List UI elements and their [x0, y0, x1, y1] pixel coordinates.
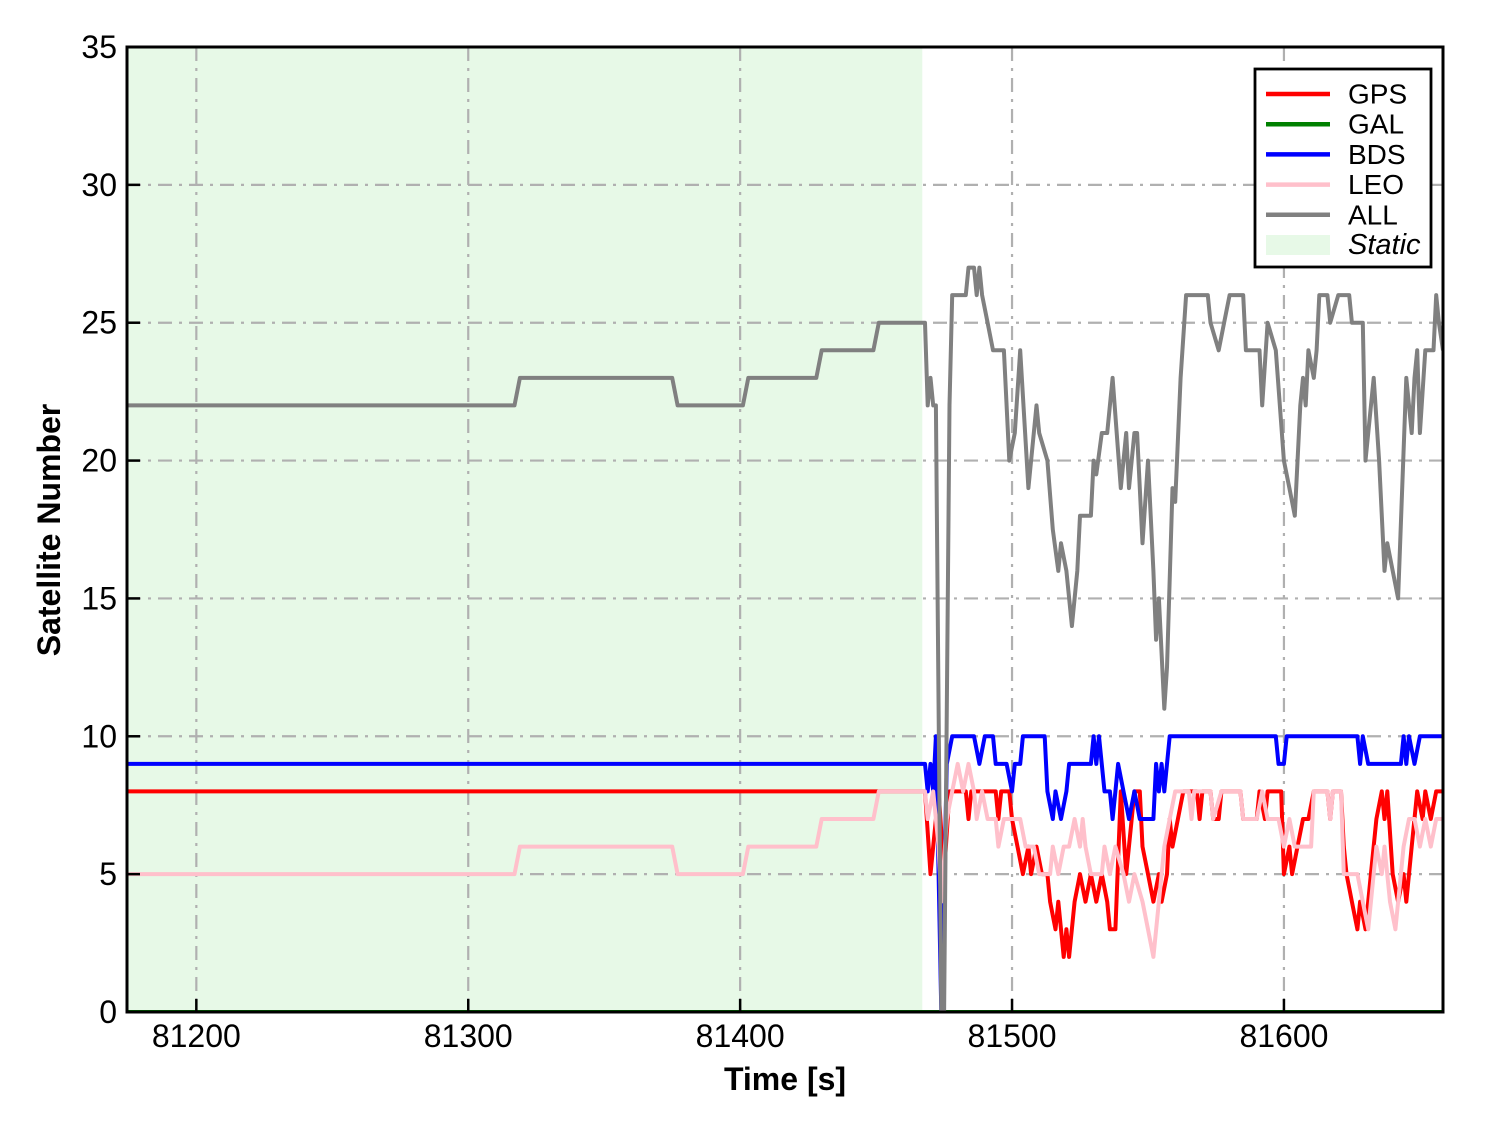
plot-frame: [125, 45, 1445, 1014]
legend-label-static: Static: [1348, 229, 1421, 261]
static-region-shading: [127, 47, 923, 1012]
legend-label-gps: GPS: [1348, 79, 1407, 110]
x-tick-label: 81400: [696, 1018, 785, 1054]
legend-label-leo: LEO: [1348, 169, 1404, 200]
y-tick-label: 5: [99, 856, 117, 892]
legend-box: [1253, 67, 1433, 269]
series-line-all: [127, 265, 1443, 1012]
legend-label-bds: BDS: [1348, 139, 1406, 170]
y-tick-label: 20: [81, 443, 117, 479]
series-line-gps: [127, 789, 1443, 959]
y-tick-label: 25: [81, 305, 117, 341]
legend-label-gal: GAL: [1348, 109, 1404, 140]
legend-label-all: ALL: [1348, 199, 1398, 230]
y-tick-label: 10: [81, 718, 117, 754]
y-tick-label: 30: [81, 167, 117, 203]
x-tick-label: 81300: [424, 1018, 513, 1054]
gridlines: [127, 47, 1443, 1012]
axis-ticks: [127, 45, 1286, 1014]
series-lines: [127, 265, 1443, 1012]
y-tick-label: 0: [99, 994, 117, 1030]
x-axis-title: Time [s]: [724, 1061, 846, 1097]
y-axis-title: Satellite Number: [31, 404, 67, 657]
y-tick-label: 35: [81, 29, 117, 65]
y-tick-label: 15: [81, 580, 117, 616]
x-tick-label: 81500: [968, 1018, 1057, 1054]
x-tick-label: 81600: [1239, 1018, 1328, 1054]
x-tick-label: 81200: [152, 1018, 241, 1054]
legend-patch-static: [1266, 235, 1330, 255]
series-line-bds: [127, 734, 1443, 1012]
